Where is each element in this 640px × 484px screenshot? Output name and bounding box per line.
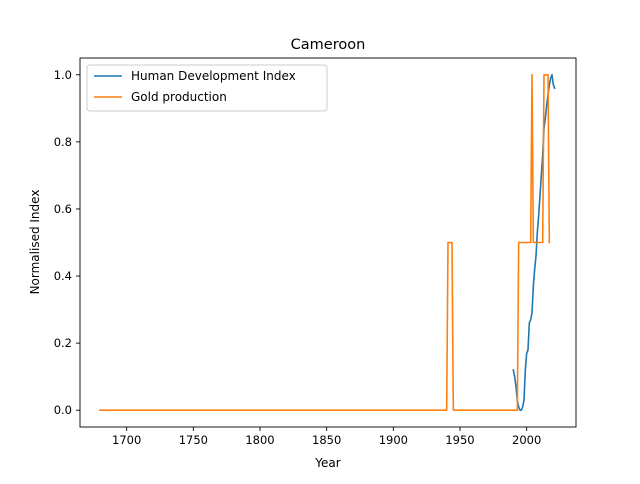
x-tick-label: 1700 [112,433,141,447]
x-axis-label: Year [314,456,340,470]
x-tick-label: 1800 [245,433,274,447]
y-axis-label: Normalised Index [28,190,42,295]
axes: 1700 1750 1800 1850 1900 1950 2000 0.0 0.2 0.4 0.6… [54,57,577,447]
y-tick-label: 0.8 [54,135,72,149]
x-tick-label: 2000 [512,433,541,447]
y-tick-label: 0.6 [54,202,72,216]
chart-title: Cameroon [291,37,366,53]
plot-area [99,73,556,412]
legend-box [86,64,328,112]
y-tick-label: 1.0 [54,68,72,82]
y-tick-label: 0.0 [54,403,72,417]
legend: Human Development Index Gold production [86,64,328,112]
legend-label-1: Gold production [131,90,227,104]
x-tick-label: 1900 [379,433,408,447]
x-tick-label: 1850 [312,433,341,447]
legend-label-0: Human Development Index [131,69,296,83]
series-line-1 [99,73,551,412]
x-tick-label: 1950 [445,433,474,447]
axes-frame [79,57,577,428]
y-tick-label: 0.2 [54,336,72,350]
y-tick-label: 0.4 [54,269,72,283]
x-tick-label: 1750 [179,433,208,447]
